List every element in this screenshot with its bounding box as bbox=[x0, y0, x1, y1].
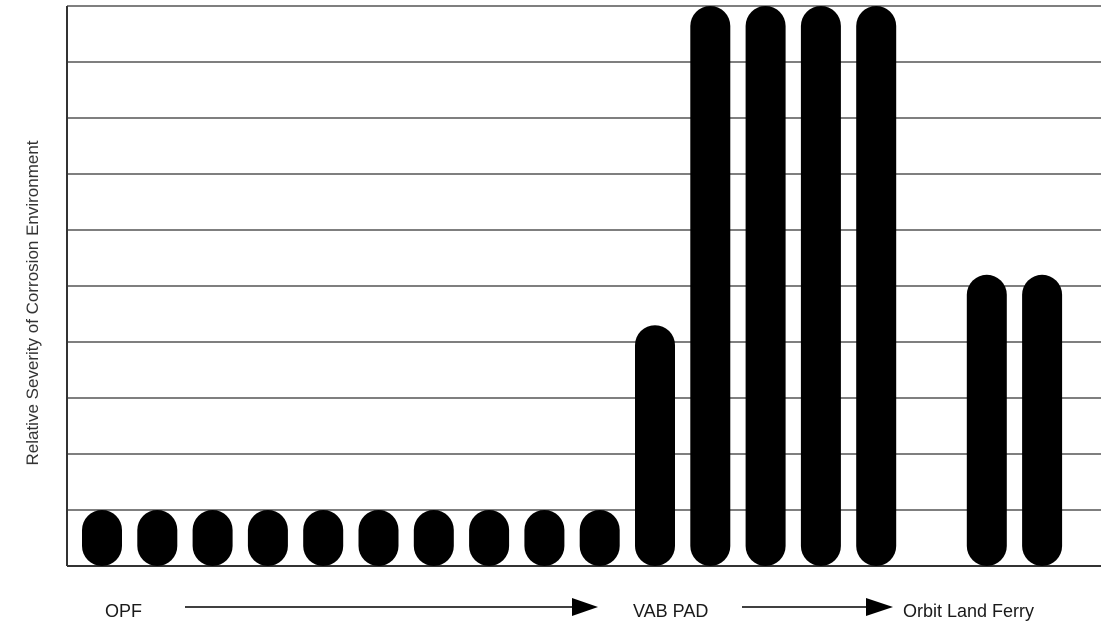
stage-label-orbit-land-ferry: Orbit Land Ferry bbox=[903, 601, 1034, 621]
bar bbox=[579, 510, 620, 566]
bar bbox=[524, 510, 565, 566]
bar bbox=[137, 510, 178, 566]
bar bbox=[303, 510, 344, 566]
bar bbox=[413, 510, 454, 566]
stage-label-vab-pad: VAB PAD bbox=[633, 601, 708, 621]
bar bbox=[690, 6, 731, 566]
bar bbox=[247, 510, 288, 566]
bar bbox=[469, 510, 510, 566]
bar bbox=[800, 6, 841, 566]
bar bbox=[82, 510, 122, 566]
arrow-opf-to-vab-head bbox=[572, 598, 598, 616]
bars bbox=[82, 6, 1063, 566]
bar bbox=[745, 6, 786, 566]
arrow-vab-to-orbit-head bbox=[866, 598, 893, 616]
bar bbox=[358, 510, 399, 566]
bar bbox=[856, 6, 897, 566]
gridlines bbox=[67, 5, 1101, 511]
bar bbox=[966, 274, 1007, 566]
bar bbox=[635, 325, 675, 566]
y-axis-label: Relative Severity of Corrosion Environme… bbox=[23, 140, 42, 465]
bar bbox=[192, 510, 233, 566]
stage-label-opf: OPF bbox=[105, 601, 142, 621]
bar bbox=[1022, 274, 1063, 566]
